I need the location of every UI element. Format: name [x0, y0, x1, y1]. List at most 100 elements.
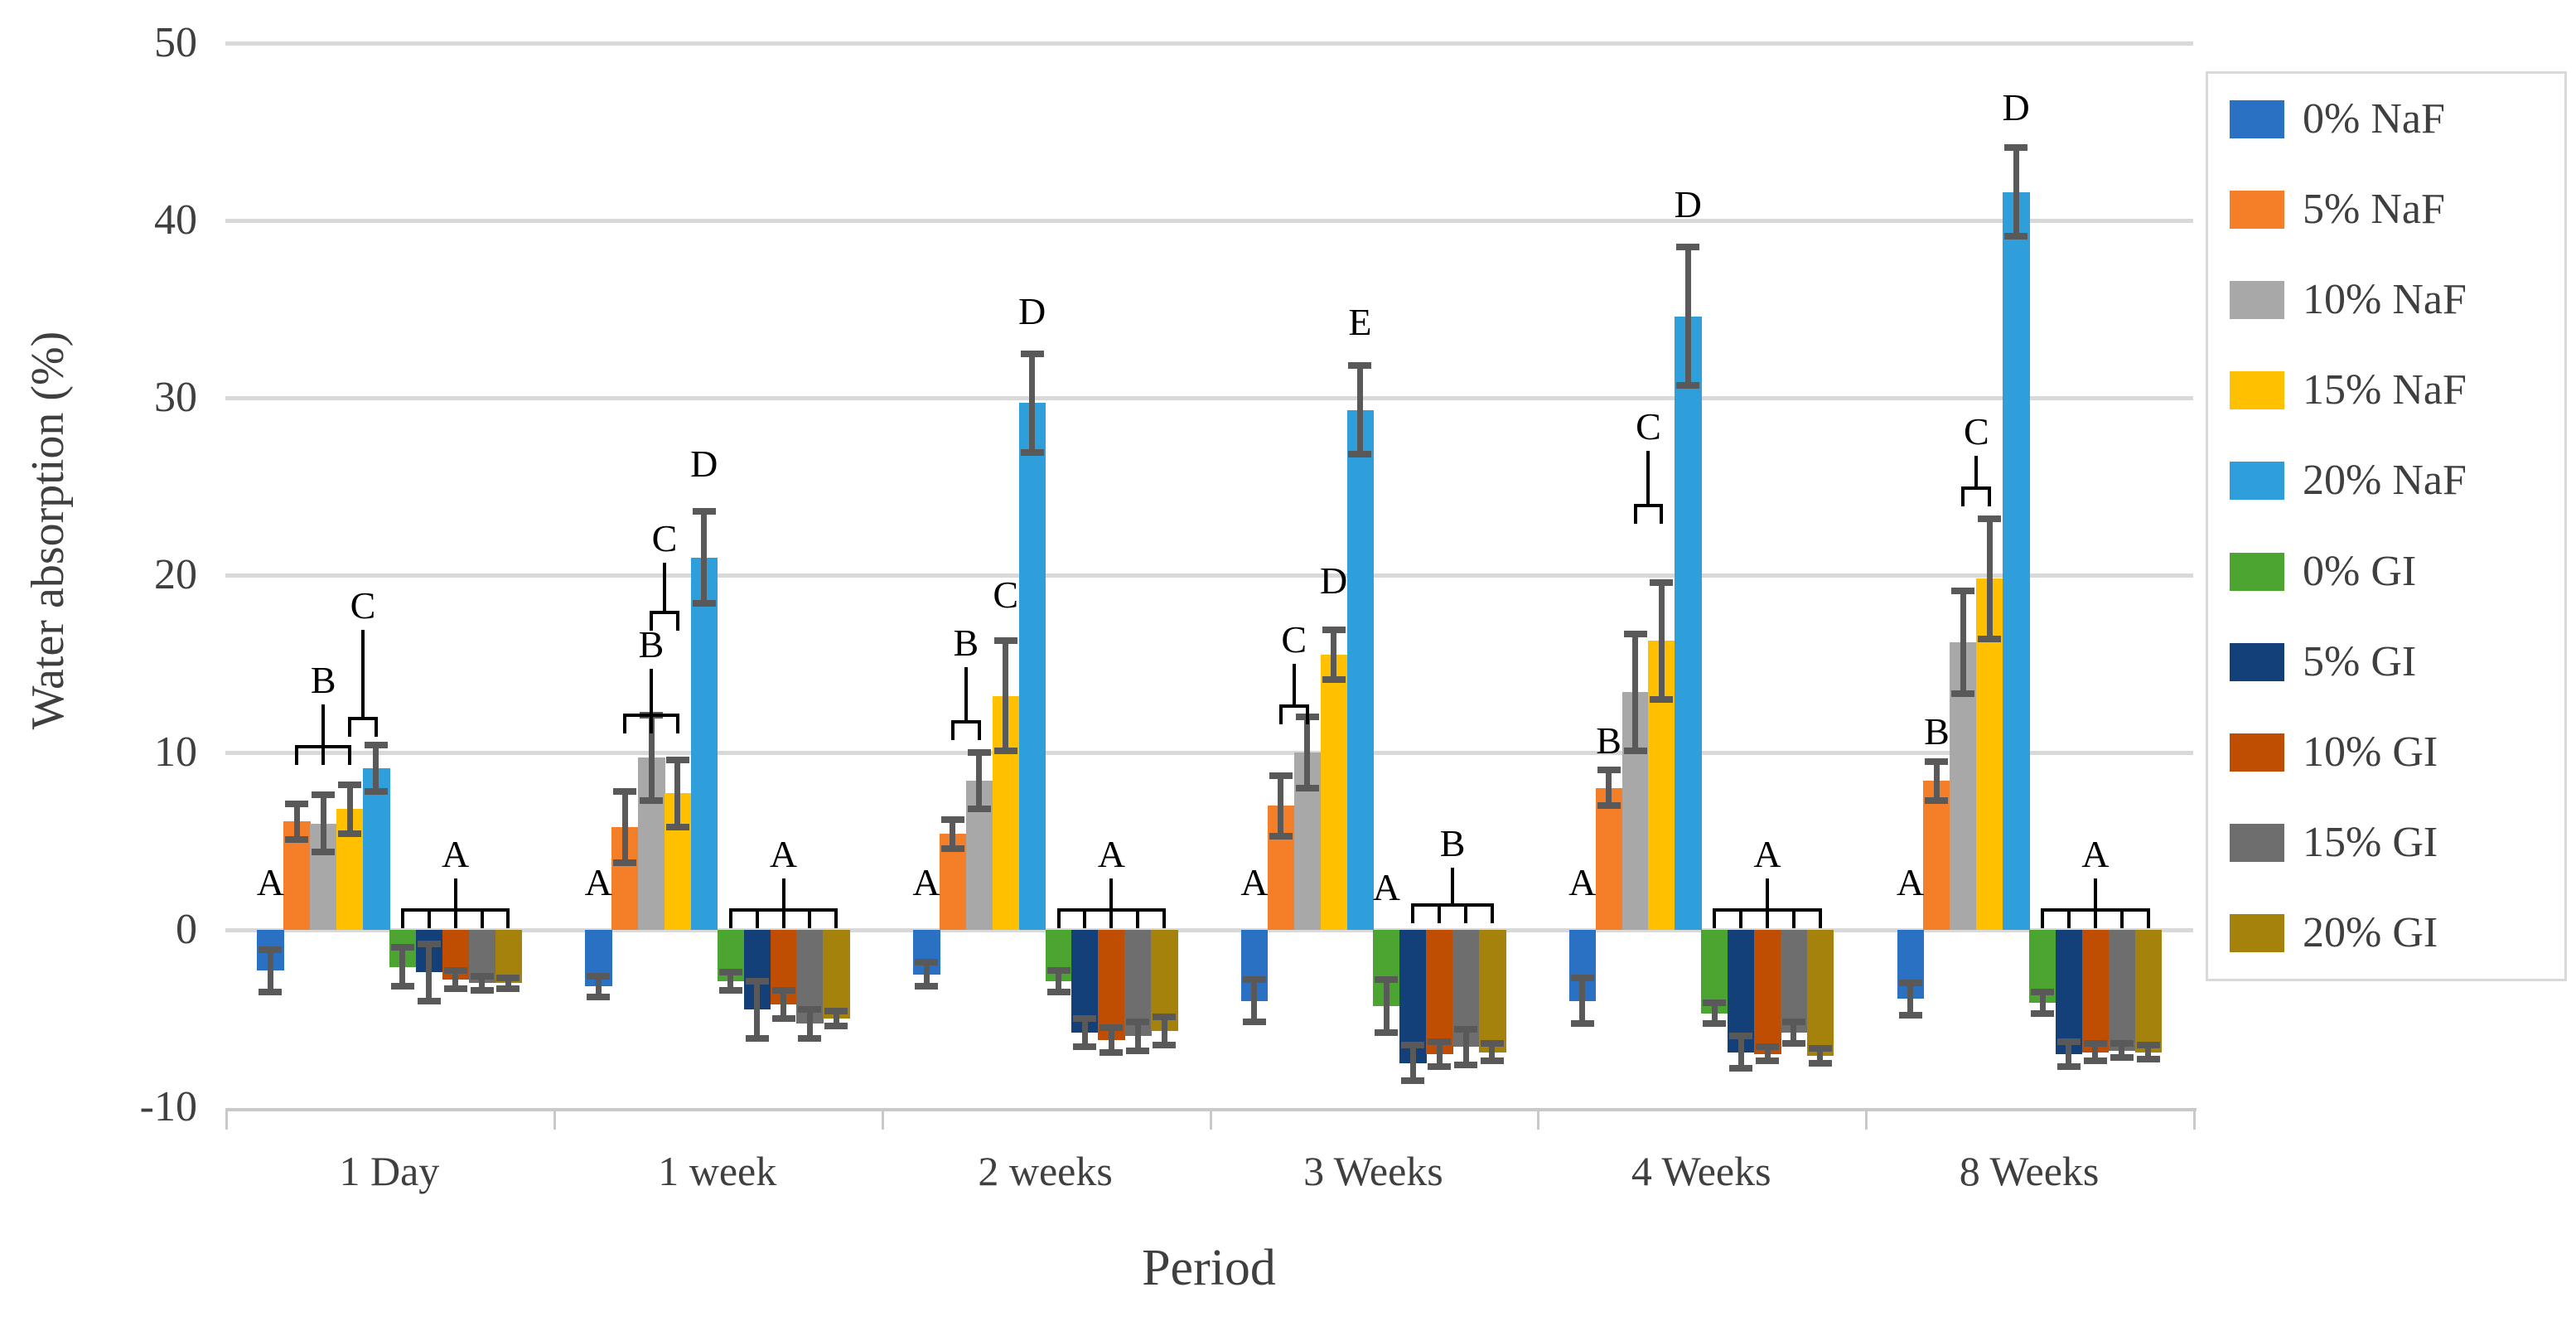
- error-cap-top: [1808, 1045, 1832, 1053]
- error-cap-top: [2056, 1038, 2081, 1045]
- significance-letter: A: [1240, 860, 1269, 903]
- error-cap-top: [1756, 1043, 1779, 1051]
- error-cap-top: [2083, 1039, 2107, 1047]
- error-cap-top: [470, 972, 494, 980]
- error-bar: [1029, 353, 1036, 453]
- error-cap-bottom: [1375, 1029, 1399, 1037]
- error-bar: [1409, 1045, 1416, 1081]
- error-cap-top: [1729, 1033, 1753, 1040]
- error-cap-bottom: [718, 986, 742, 994]
- error-cap-bottom: [1100, 1048, 1124, 1056]
- error-cap-bottom: [1597, 802, 1621, 810]
- error-bar: [833, 1011, 839, 1026]
- bracket-leg: [1660, 504, 1664, 525]
- legend-label: 20% NaF: [2303, 457, 2467, 505]
- legend-label: 15% NaF: [2303, 366, 2467, 414]
- bar-20GI-1: [823, 930, 850, 1019]
- gridline-y30: [225, 396, 2193, 400]
- bracket-bar: [650, 610, 679, 614]
- legend-label: 0% GI: [2303, 547, 2417, 595]
- significance-letter: C: [1963, 410, 1989, 453]
- error-cap-top: [1781, 1019, 1805, 1026]
- bracket-stem: [1974, 456, 1979, 486]
- error-bar: [1658, 582, 1665, 699]
- bracket-leg: [1056, 908, 1061, 929]
- error-bar: [648, 715, 655, 801]
- legend-item: 15% GI: [2230, 821, 2564, 864]
- error-cap-bottom: [613, 859, 637, 866]
- bar-20NaF-0: [363, 768, 390, 930]
- error-cap-top: [718, 969, 742, 976]
- error-cap-top: [312, 791, 336, 799]
- bracket-leg: [1791, 908, 1795, 929]
- significance-letter: B: [638, 623, 665, 665]
- error-cap-top: [824, 1008, 848, 1015]
- error-cap-bottom: [798, 1034, 822, 1042]
- bracket-leg: [623, 713, 627, 733]
- bar-20GI-5: [2134, 930, 2163, 1053]
- error-cap-top: [940, 816, 964, 824]
- significance-letter: C: [1636, 404, 1661, 448]
- error-cap-top: [443, 967, 467, 975]
- error-bar: [1606, 770, 1612, 806]
- bar-10GI-3: [1426, 930, 1453, 1054]
- bracket-stem: [1109, 878, 1114, 909]
- bracket-leg: [950, 720, 955, 741]
- bracket-stem: [1292, 663, 1296, 705]
- error-bar: [2013, 148, 2019, 237]
- error-cap-bottom: [417, 997, 441, 1004]
- significance-letter: D: [2002, 85, 2030, 128]
- error-cap-bottom: [1756, 1057, 1779, 1065]
- error-cap-bottom: [1676, 382, 1700, 390]
- error-bar: [806, 1009, 813, 1038]
- bracket-leg: [755, 908, 759, 929]
- error-cap-top: [1898, 980, 1922, 987]
- error-cap-top: [771, 986, 795, 994]
- error-bar: [923, 961, 930, 987]
- bracket-bar: [1411, 903, 1494, 907]
- error-cap-top: [1951, 588, 1975, 595]
- bar-10GI-4: [1754, 930, 1781, 1054]
- bar-15GI-2: [1124, 930, 1152, 1037]
- legend-item: 0% GI: [2230, 547, 2564, 595]
- error-cap-bottom: [2056, 1062, 2081, 1070]
- bracket-leg: [1083, 908, 1087, 929]
- error-cap-bottom: [692, 600, 716, 607]
- bar-5NaF-5: [1923, 781, 1950, 930]
- error-bar: [976, 753, 983, 810]
- category-tick: [1209, 1108, 1212, 1130]
- bracket-leg: [2119, 908, 2124, 929]
- error-bar: [701, 511, 708, 604]
- x-category-label: 2 weeks: [978, 1148, 1113, 1194]
- error-bar: [1737, 1036, 1744, 1068]
- error-cap-top: [2136, 1042, 2160, 1049]
- error-bar: [2145, 1045, 2152, 1060]
- legend-label: 5% GI: [2303, 637, 2417, 685]
- significance-letter: D: [1319, 559, 1348, 602]
- significance-letter: A: [1568, 860, 1597, 903]
- error-cap-top: [1348, 362, 1372, 370]
- error-cap-bottom: [2136, 1056, 2160, 1063]
- bar-5GI-3: [1399, 930, 1427, 1063]
- error-cap-top: [665, 756, 689, 763]
- error-cap-top: [2031, 988, 2055, 995]
- significance-letter: C: [993, 573, 1019, 617]
- error-cap-bottom: [390, 983, 414, 990]
- significance-letter: B: [1924, 709, 1950, 753]
- error-bar: [1933, 761, 1940, 801]
- error-cap-top: [2004, 144, 2028, 152]
- error-bar: [1711, 1002, 1718, 1024]
- significance-letter: C: [1281, 617, 1307, 661]
- bar-20NaF-4: [1675, 316, 1702, 930]
- bracket-stem: [2093, 878, 2097, 909]
- bracket-stem: [1451, 867, 1455, 903]
- error-cap-top: [259, 946, 283, 953]
- error-bar: [426, 944, 433, 1001]
- bracket-leg: [650, 713, 653, 733]
- significance-letter: C: [350, 583, 376, 627]
- bracket-leg: [1961, 486, 1965, 506]
- legend-swatch-icon: [2230, 642, 2284, 681]
- error-cap-bottom: [338, 830, 362, 838]
- bar-20NaF-3: [1346, 409, 1375, 930]
- error-bar: [293, 804, 300, 840]
